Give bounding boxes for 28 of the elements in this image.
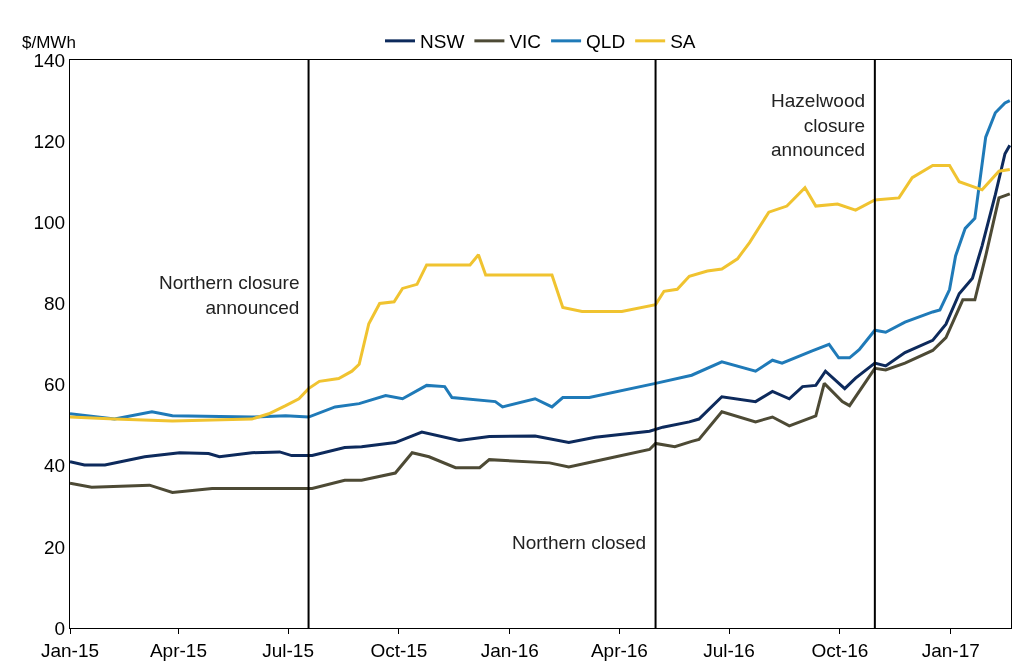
x-tick-label: Jul-15 [262,639,314,661]
y-tick-label: 120 [33,130,66,152]
line-series [70,192,1011,494]
x-tick-label: Jan-15 [40,639,100,661]
legend-label: NSW [420,31,465,53]
x-tick-label: Jan-16 [480,639,539,661]
y-tick-label: 60 [44,374,66,396]
x-tick-label: Jul-16 [703,639,755,661]
x-tick-label: Apr-15 [149,639,207,661]
y-tick-label: 20 [44,536,66,558]
x-tick-label: Oct-16 [811,639,869,661]
legend-label: QLD [586,31,626,53]
y-tick-label: 100 [33,211,66,233]
y-tick-label: 0 [54,617,66,639]
y-tick-label: 80 [44,293,66,315]
ref-line-label: Northern closed [512,532,647,553]
y-tick-label: 140 [33,49,66,71]
legend-label: VIC [509,31,542,53]
line-series [70,143,1011,467]
line-series [70,163,1011,423]
ref-line-label: Northern closure announced [159,272,300,318]
ref-line-label: Hazelwood closure announced [771,90,866,161]
legend-label: SA [670,31,696,53]
y-axis-title: $/MWh [22,33,76,52]
y-tick-label: 40 [44,455,66,477]
x-tick-label: Apr-16 [590,639,648,661]
x-tick-label: Oct-15 [370,639,428,661]
x-tick-label: Jan-17 [921,639,980,661]
